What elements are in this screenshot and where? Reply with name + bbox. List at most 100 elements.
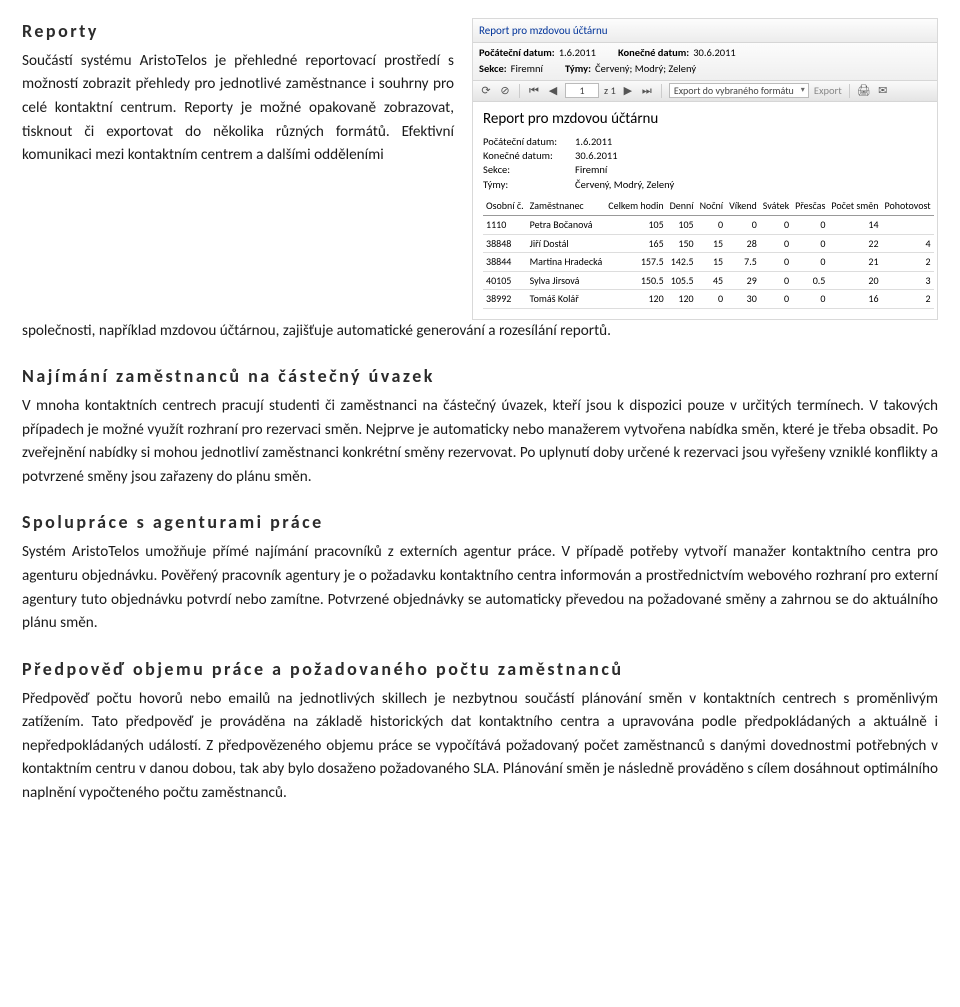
report-titlebar: Report pro mzdovou účtárnu [473, 19, 937, 43]
prev-page-icon[interactable]: ◀ [546, 84, 560, 98]
report-meta: Počáteční datum:1.6.2011 Konečné datum:3… [483, 135, 927, 192]
heading-predpoved: Předpověď objemu práce a požadovaného po… [22, 656, 938, 684]
table-row: 38992Tomáš Kolář12012003000162 [483, 290, 934, 309]
table-cell: 0 [697, 290, 727, 309]
table-col: Svátek [760, 196, 792, 216]
table-col: Osobní č. [483, 196, 527, 216]
table-cell: 0 [697, 216, 727, 235]
next-page-icon[interactable]: ▶ [621, 84, 635, 98]
table-cell: Jiří Dostál [527, 234, 606, 253]
table-cell: 16 [828, 290, 881, 309]
table-col: Přesčas [792, 196, 828, 216]
table-cell: Petra Bočanová [527, 216, 606, 235]
refresh-icon[interactable]: ⟳ [479, 84, 493, 98]
table-cell: 105 [605, 216, 666, 235]
table-cell: 0 [760, 290, 792, 309]
table-cell: 29 [726, 271, 760, 290]
report-toolbar: ⟳ ⊘ ⏮ ◀ 1 z 1 ▶ ⏭ Export do vybraného fo… [473, 81, 937, 102]
table-cell: 3 [882, 271, 934, 290]
table-cell: 120 [605, 290, 666, 309]
para-reporty-2: společnosti, například mzdovou účtárnou,… [22, 320, 938, 344]
report-filters: Počáteční datum: 1.6.2011 Konečné datum:… [473, 43, 937, 81]
page-total: z 1 [604, 83, 616, 99]
table-row: 38844Martina Hradecká157.5142.5157.50021… [483, 253, 934, 272]
table-cell: 150.5 [605, 271, 666, 290]
table-cell: 38844 [483, 253, 527, 272]
page-input[interactable]: 1 [565, 83, 599, 98]
table-col: Počet směn [828, 196, 881, 216]
table-cell: 120 [667, 290, 697, 309]
meta-v2: 30.6.2011 [575, 149, 618, 162]
heading-reporty: Reporty [22, 18, 454, 46]
mail-icon[interactable]: ✉ [876, 84, 890, 98]
filter-label-teams: Týmy: [565, 61, 591, 77]
table-cell: Tomáš Kolář [527, 290, 606, 309]
para-predpoved: Předpověď počtu hovorů nebo emailů na je… [22, 688, 938, 806]
table-cell: 20 [828, 271, 881, 290]
report-panel: Report pro mzdovou účtárnu Počáteční dat… [472, 18, 938, 320]
meta-l4: Týmy: [483, 178, 575, 192]
table-cell: 105 [667, 216, 697, 235]
table-cell: 0 [792, 290, 828, 309]
table-cell: 2 [882, 253, 934, 272]
heading-spoluprace: Spolupráce s agenturami práce [22, 509, 938, 537]
table-cell: 0 [760, 234, 792, 253]
table-cell: 157.5 [605, 253, 666, 272]
table-col: Zaměstnanec [527, 196, 606, 216]
table-row: 40105Sylva Jirsová150.5105.5452900.5203 [483, 271, 934, 290]
table-cell [882, 216, 934, 235]
table-cell: 1110 [483, 216, 527, 235]
table-cell: 28 [726, 234, 760, 253]
report-table: Osobní č.ZaměstnanecCelkem hodinDenníNoč… [483, 196, 934, 309]
table-cell: 45 [697, 271, 727, 290]
table-cell: 105.5 [667, 271, 697, 290]
table-cell: 0 [760, 271, 792, 290]
table-cell: 30 [726, 290, 760, 309]
filter-value-end: 30.6.2011 [693, 45, 736, 61]
meta-v3: Firemní [575, 163, 607, 176]
table-col: Noční [697, 196, 727, 216]
table-cell: 0.5 [792, 271, 828, 290]
table-cell: 15 [697, 253, 727, 272]
meta-l2: Konečné datum: [483, 149, 575, 163]
table-cell: Martina Hradecká [527, 253, 606, 272]
first-page-icon[interactable]: ⏮ [527, 84, 541, 98]
table-row: 1110Petra Bočanová105105000014 [483, 216, 934, 235]
filter-label-start: Počáteční datum: [479, 45, 555, 61]
meta-v1: 1.6.2011 [575, 135, 612, 148]
report-heading: Report pro mzdovou účtárnu [483, 108, 927, 131]
table-cell: 4 [882, 234, 934, 253]
table-cell: 14 [828, 216, 881, 235]
table-col: Pohotovost [882, 196, 934, 216]
filter-label-end: Konečné datum: [618, 45, 689, 61]
table-cell: 0 [792, 216, 828, 235]
filter-value-start: 1.6.2011 [559, 45, 596, 61]
stop-icon[interactable]: ⊘ [498, 84, 512, 98]
table-cell: 38992 [483, 290, 527, 309]
table-cell: 0 [792, 253, 828, 272]
meta-l1: Počáteční datum: [483, 135, 575, 149]
print-icon[interactable]: 🖨 [857, 84, 871, 98]
table-cell: 0 [760, 253, 792, 272]
export-format-select[interactable]: Export do vybraného formátu [669, 83, 809, 98]
table-cell: 142.5 [667, 253, 697, 272]
table-cell: Sylva Jirsová [527, 271, 606, 290]
table-col: Celkem hodin [605, 196, 666, 216]
last-page-icon[interactable]: ⏭ [640, 84, 654, 98]
table-row: 38848Jiří Dostál165150152800224 [483, 234, 934, 253]
table-cell: 38848 [483, 234, 527, 253]
para-spoluprace: Systém AristoTelos umožňuje přímé najímá… [22, 541, 938, 635]
table-cell: 0 [760, 216, 792, 235]
table-col: Víkend [726, 196, 760, 216]
table-cell: 2 [882, 290, 934, 309]
table-cell: 22 [828, 234, 881, 253]
filter-value-teams: Červený; Modrý; Zelený [595, 61, 696, 77]
table-cell: 7.5 [726, 253, 760, 272]
export-button[interactable]: Export [814, 83, 842, 99]
table-cell: 150 [667, 234, 697, 253]
para-najimani: V mnoha kontaktních centrech pracují stu… [22, 395, 938, 489]
filter-label-section: Sekce: [479, 61, 507, 77]
heading-najimani: Najímání zaměstnanců na částečný úvazek [22, 363, 938, 391]
meta-l3: Sekce: [483, 163, 575, 177]
table-cell: 165 [605, 234, 666, 253]
